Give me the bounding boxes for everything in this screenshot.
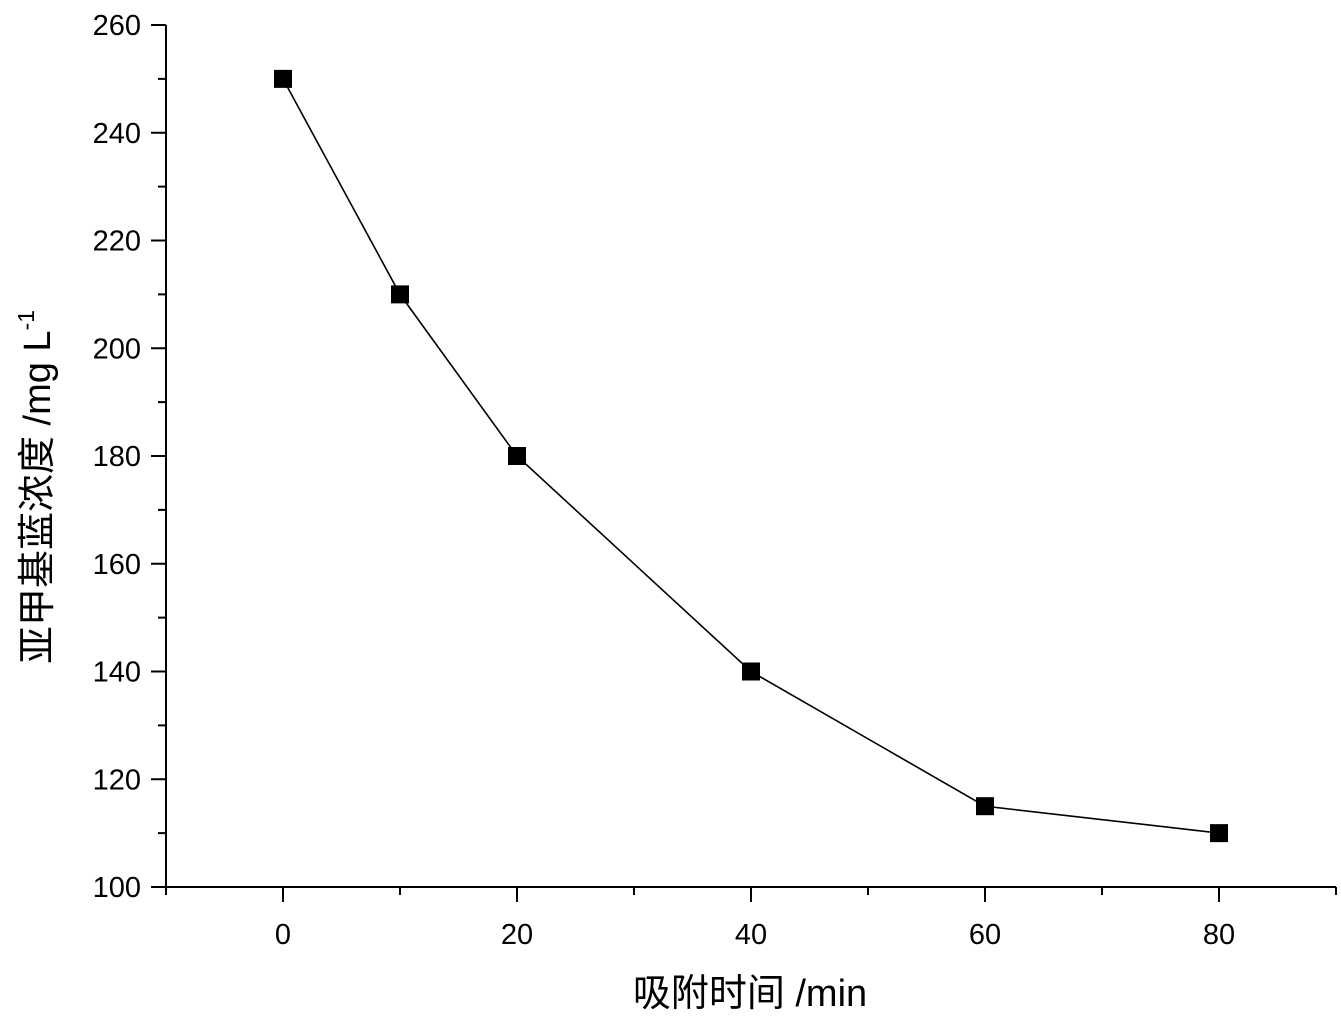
axes (165, 25, 1336, 888)
ticks: 100 120 140 160 180 200 220 240 260 0 20 40 60 80 (93, 10, 1337, 951)
data-point (508, 447, 526, 465)
x-tick-label: 40 (735, 919, 767, 951)
y-tick-label: 180 (93, 441, 141, 473)
y-tick-label: 200 (93, 333, 141, 365)
x-tick-label: 80 (1203, 919, 1235, 951)
series-line (282, 78, 1220, 834)
y-tick-label: 260 (93, 10, 141, 42)
y-axis-title-superscript: -1 (13, 310, 39, 330)
data-point (1210, 824, 1228, 843)
y-tick-label: 120 (93, 764, 141, 796)
x-tick-label: 60 (969, 919, 1001, 951)
data-point (976, 797, 994, 816)
data-point (742, 662, 760, 681)
y-tick-label: 140 (93, 657, 141, 689)
y-axis-title: 亚甲基蓝浓度 /mg L-1 (13, 310, 59, 664)
y-tick-label: 240 (93, 118, 141, 150)
data-point (391, 285, 409, 304)
y-axis-title-main: 亚甲基蓝浓度 /mg L (17, 330, 59, 664)
x-tick-label: 0 (275, 919, 291, 951)
y-tick-label: 220 (93, 226, 141, 258)
series (274, 69, 1228, 843)
data-point (274, 69, 292, 88)
x-tick-label: 20 (501, 919, 533, 951)
y-tick-label: 100 (93, 872, 141, 904)
x-axis-title: 吸附时间 /min (633, 973, 867, 1015)
y-tick-label: 160 (93, 549, 141, 581)
